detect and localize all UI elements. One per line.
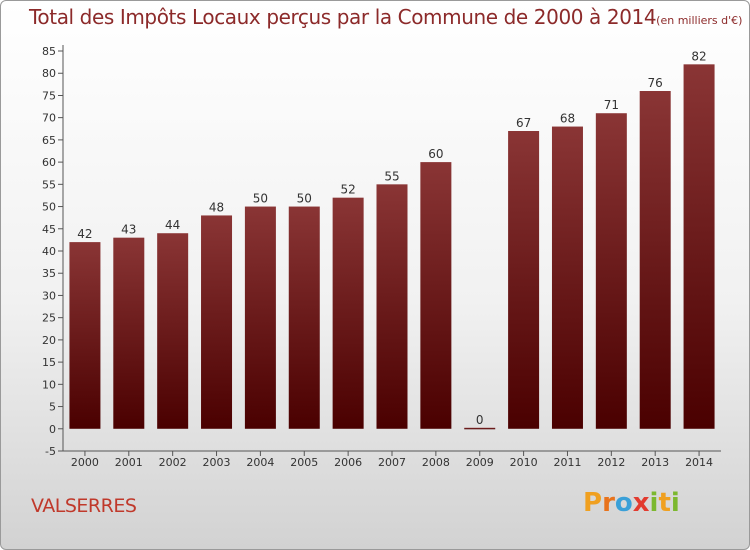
value-label-2009: 0 [476,413,484,427]
bar-2006 [332,197,364,429]
value-label-2007: 55 [384,169,399,183]
logo-letter: P [583,488,603,518]
y-tick-label: 10 [42,378,56,391]
logo-letter: t [658,488,671,518]
bar-2010 [508,131,540,429]
value-label-2001: 43 [121,223,136,237]
y-tick-label: 65 [42,134,56,147]
commune-name: VALSERRES [31,495,137,517]
bar-2011 [551,126,583,429]
bar-2007 [376,184,408,429]
bar-2004 [244,206,276,429]
x-tick-label-2007: 2007 [378,456,406,469]
bar-2014 [683,64,715,429]
y-tick-label: 0 [49,423,56,436]
bar-2001 [113,237,145,429]
y-tick-label: 55 [42,178,56,191]
y-tick-label: 15 [42,356,56,369]
y-tick-label: 75 [42,89,56,102]
bar-2008 [420,162,452,429]
x-tick-label-2013: 2013 [641,456,669,469]
x-tick-label-2004: 2004 [246,456,274,469]
x-tick-label-2009: 2009 [466,456,494,469]
bars [69,64,715,430]
value-label-2004: 50 [253,192,268,206]
y-tick-label: 25 [42,312,56,325]
y-tick-label: 5 [49,401,56,414]
logo-letter: i [649,488,659,518]
x-tick-label-2005: 2005 [290,456,318,469]
x-tick-label-2006: 2006 [334,456,362,469]
bar-2012 [595,113,627,429]
logo-letter: r [602,488,615,518]
y-tick-label: 40 [42,245,56,258]
x-tick-label-2014: 2014 [685,456,713,469]
y-tick-label: 85 [42,45,56,58]
value-label-2013: 76 [648,76,663,90]
axes: -5 0 5 10 15 20 25 30 35 40 45 50 55 60 65 70 75 80 85 2000… [42,45,721,469]
chart-title: Total des Impôts Locaux perçus par la Co… [29,5,742,29]
value-label-2012: 71 [604,98,619,112]
x-tick-label-2010: 2010 [510,456,538,469]
y-tick-label: 60 [42,156,56,169]
proxiti-logo: Proxiti [583,488,680,518]
value-label-2010: 67 [516,116,531,130]
y-tick-label: 70 [42,112,56,125]
bar-2003 [201,215,233,429]
y-tick-label: 80 [42,67,56,80]
logo-letter: x [632,488,650,518]
bar-2002 [157,233,189,429]
bar-2013 [639,91,671,429]
chart-unit-text: (en milliers d'€) [656,14,743,27]
bar-2005 [288,206,320,429]
logo-letter: i [670,488,680,518]
y-tick-label: 30 [42,289,56,302]
y-tick-label: 45 [42,223,56,236]
x-tick-label-2001: 2001 [115,456,143,469]
y-tick-label: 35 [42,267,56,280]
y-tick-label: 50 [42,201,56,214]
y-tick-label: 20 [42,334,56,347]
x-tick-label-2000: 2000 [71,456,99,469]
value-label-2008: 60 [428,147,443,161]
chart-title-text: Total des Impôts Locaux perçus par la Co… [29,5,657,29]
value-label-2014: 82 [691,49,706,63]
x-tick-label-2003: 2003 [203,456,231,469]
bar-2000 [69,242,101,429]
value-label-2005: 50 [297,192,312,206]
value-label-2002: 44 [165,218,180,232]
x-tick-label-2012: 2012 [597,456,625,469]
value-label-2000: 42 [77,227,92,241]
x-tick-label-2008: 2008 [422,456,450,469]
value-label-2006: 52 [340,183,355,197]
x-tick-label-2011: 2011 [553,456,581,469]
logo-letter: o [614,488,633,518]
value-label-2003: 48 [209,200,224,214]
bar-2009 [464,427,496,430]
value-labels: 42 43 44 48 50 50 52 55 60 0 67 68 71 76 82 [77,49,706,426]
x-tick-label-2002: 2002 [159,456,187,469]
value-label-2011: 68 [560,112,575,126]
y-tick-label: -5 [45,445,56,458]
